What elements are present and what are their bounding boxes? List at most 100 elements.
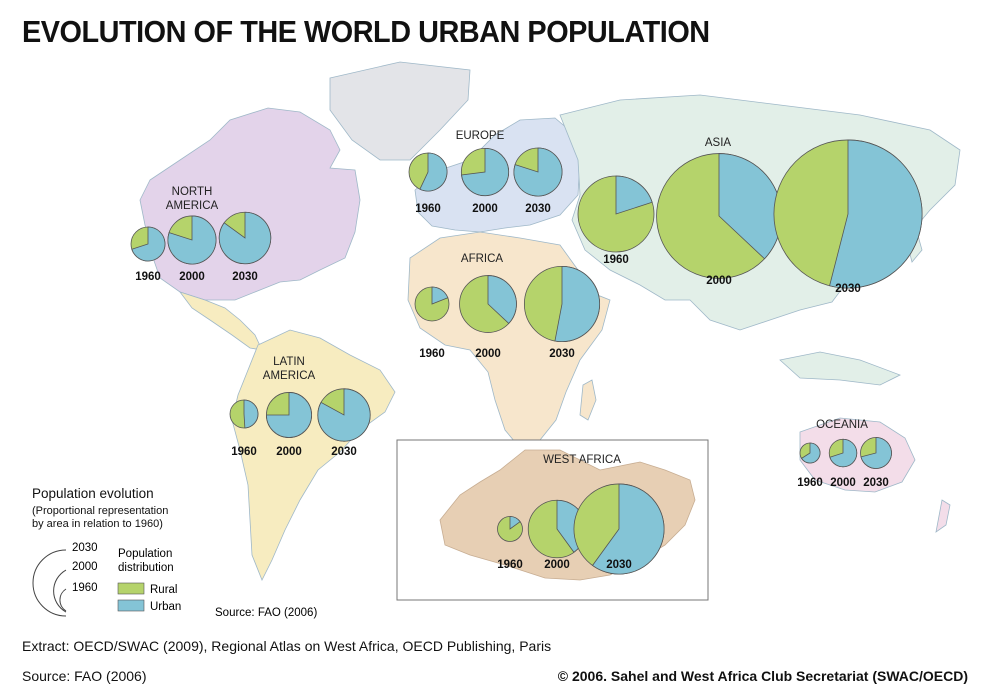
north-america-pie-2000 [167,215,217,265]
scale-arc-2000 [53,569,67,613]
africa-year-label-1960: 1960 [419,348,445,360]
legend-urban-label: Urban [150,601,181,613]
asia-year-label-1960: 1960 [603,254,629,266]
north-america-year-label-2030: 2030 [232,271,258,283]
north-america-label-line-2: AMERICA [166,200,219,212]
europe-year-label-2030: 2030 [525,203,551,215]
latin-america-year-label-1960: 1960 [231,446,257,458]
latin-america-year-label-2030: 2030 [331,446,357,458]
north-america-pie-1960-urban [131,226,166,262]
region-latin-america: LATIN AMERICA 1960 2000 2030 [229,356,371,458]
north-america-pie-2030 [218,211,272,265]
west-africa-year-label-2000: 2000 [544,559,570,571]
oceania-year-label-2000: 2000 [830,477,856,489]
europe-year-label-2000: 2000 [472,203,498,215]
region-asia: ASIA 1960 2000 2030 [577,137,923,295]
legend-scale-1960: 1960 [72,582,98,594]
latin-america-pie-2000 [266,392,312,438]
latin-america-pie-1960-urban [243,399,259,429]
asia-pie-2030-urban [829,139,923,289]
indonesia-shape [779,351,901,386]
africa-pie-1960 [414,286,450,322]
footer-source: Source: FAO (2006) [22,668,147,684]
europe-pie-2030-urban [513,147,563,197]
latin-america-pie-1960 [229,399,259,429]
latin-america-label-line-1: LATIN [273,356,305,368]
oceania-year-label-1960: 1960 [797,477,823,489]
pie-layer: NORTH AMERICA 1960 2000 2030 EUROPE 1960 2000 20… [130,130,923,575]
greenland-shape [329,61,471,161]
africa-year-label-2030: 2030 [549,348,575,360]
europe-year-label-1960: 1960 [415,203,441,215]
legend-scale-2030: 2030 [72,542,98,554]
europe-label-line-1: EUROPE [456,130,505,142]
oceania-pie-2000 [828,438,858,468]
west-africa-pie-2030-urban [591,483,665,575]
asia-pie-1960 [577,175,655,253]
asia-pie-1960-urban [615,175,653,215]
oceania-pie-2030 [860,437,892,469]
africa-pie-1960-urban [431,286,449,305]
asia-pie-2030 [773,139,923,289]
footer-extract: Extract: OECD/SWAC (2009), Regional Atla… [22,638,552,654]
legend-title: Population evolution [32,486,154,501]
africa-year-label-2000: 2000 [475,348,501,360]
oceania-pie-1960 [799,442,821,464]
region-oceania: OCEANIA 1960 2000 2030 [797,419,892,489]
asia-pie-2000-urban [718,153,782,260]
north-america-pie-2030-urban [218,211,272,265]
west-africa-year-label-1960: 1960 [497,559,523,571]
africa-pie-2030 [523,265,601,343]
west-africa-pie-1960-urban [509,516,521,530]
legend-distribution-title-1: Population [118,548,172,560]
west-africa-pie-2030 [573,483,665,575]
europe-pie-1960 [408,152,448,192]
west-africa-pie-1960 [497,516,523,542]
legend-rural-swatch [117,582,145,595]
map-title: EVOLUTION OF THE WORLD URBAN POPULATION [22,14,710,49]
north-america-pie-1960 [130,226,166,262]
north-america-pie-2000-urban [167,215,217,265]
latin-america-pie-2030 [317,388,371,442]
legend-distribution-title-2: distribution [118,562,174,574]
new-zealand-shape [935,499,951,533]
footer-copyright: © 2006. Sahel and West Africa Club Secre… [557,668,968,684]
north-america-year-label-1960: 1960 [135,271,161,283]
africa-pie-2030-urban [554,265,601,342]
oceania-pie-1960-urban [801,442,821,464]
region-europe: EUROPE 1960 2000 2030 [408,130,563,215]
madagascar-shape [579,379,597,421]
oceania-pie-2030-urban [860,437,892,469]
latin-america-label-line-2: AMERICA [263,370,316,382]
africa-pie-2000 [459,275,517,333]
legend: Population evolution (Proportional repre… [32,486,317,619]
oceania-label-line-1: OCEANIA [816,419,868,431]
africa-pie-2000-urban [487,275,517,325]
oceania-pie-2000-urban [829,438,858,468]
latin-america-pie-2030-urban [317,388,371,442]
region-north-america: NORTH AMERICA 1960 2000 2030 [130,186,272,283]
europe-pie-2000 [460,147,510,197]
scale-arc-1960 [59,588,67,612]
legend-urban-swatch [117,599,145,612]
australia-shape [799,417,916,493]
oceania-year-label-2030: 2030 [863,477,889,489]
asia-label-line-1: ASIA [705,137,732,149]
africa-label-line-1: AFRICA [461,253,504,265]
asia-year-label-2000: 2000 [706,275,732,287]
europe-pie-1960-urban [419,152,448,192]
legend-scale-arcs [32,549,67,617]
legend-subtitle-line-2: by area in relation to 1960) [32,518,163,530]
north-america-label-line-1: NORTH [172,186,213,198]
asia-pie-2000 [656,153,782,279]
west-africa-year-label-2030: 2030 [606,559,632,571]
region-africa: AFRICA 1960 2000 2030 [414,253,601,360]
west-africa-label-line-1: WEST AFRICA [543,454,621,466]
region-west-africa: WEST AFRICA 1960 2000 2030 [497,454,665,575]
africa-shape [407,231,611,449]
latin-america-pie-2000-urban [266,392,312,438]
legend-source: Source: FAO (2006) [215,607,317,619]
asia-year-label-2030: 2030 [835,283,861,295]
latin-america-year-label-2000: 2000 [276,446,302,458]
